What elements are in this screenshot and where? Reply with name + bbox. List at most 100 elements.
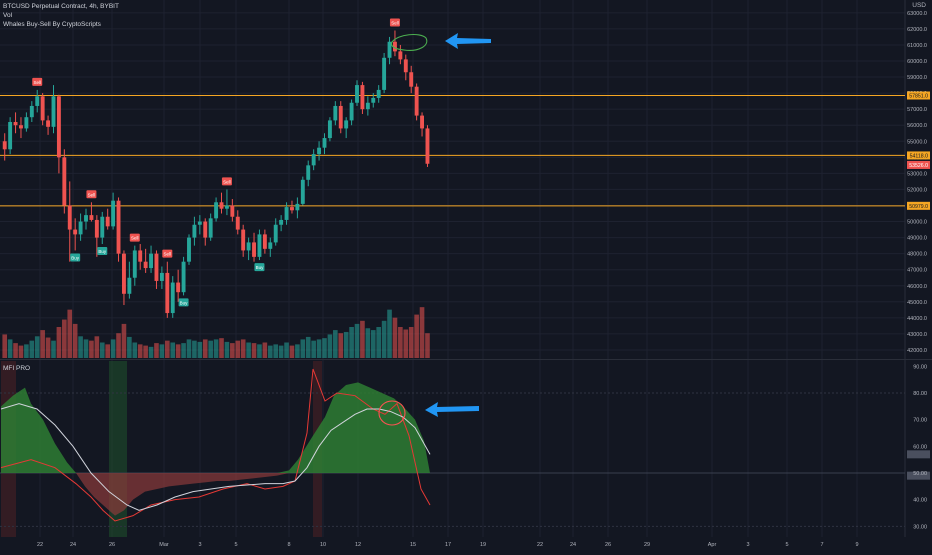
volume-bar: [181, 343, 186, 358]
candle-body: [398, 51, 403, 60]
volume-bar: [213, 339, 219, 358]
mfi-red-line: [0, 368, 431, 522]
volume-bar: [311, 340, 316, 358]
sell-signal: [32, 77, 43, 86]
candle-body: [262, 234, 267, 249]
volume-bar: [89, 340, 94, 358]
candlesticks: [2, 30, 430, 318]
candle-body: [121, 253, 126, 294]
volume-bar: [278, 345, 284, 358]
volume-bar: [251, 343, 257, 358]
volume-bar: [94, 336, 100, 358]
volume-bar: [154, 343, 159, 358]
candle-body: [214, 202, 219, 219]
candle-body: [300, 179, 305, 204]
volume-bar: [392, 317, 398, 358]
time-tick-label: 10: [320, 542, 326, 548]
time-tick-label: 26: [605, 542, 611, 548]
volume-bar: [230, 343, 235, 358]
volume-bar: [99, 342, 105, 358]
volume-bar: [202, 339, 208, 358]
candle-body: [176, 282, 181, 293]
price-tick-label: 61000.0: [907, 43, 927, 49]
volume-bar: [127, 336, 132, 358]
indicator-label[interactable]: Whales Buy-Sell By CryptoScripts: [3, 21, 101, 28]
candle-body: [116, 200, 121, 254]
candle-body: [73, 229, 78, 235]
volume-bar: [7, 339, 13, 358]
volume-bar: [121, 323, 127, 358]
volume-bar: [67, 309, 73, 358]
volume-bar: [419, 307, 425, 358]
price-tick-label: 55000.0: [907, 139, 927, 145]
mfi-tick-label: 90.00: [913, 364, 927, 370]
mfi-wave-green: [1, 382, 430, 473]
mfi-axis: 90.00 80.00 70.00 60.00 50.00 40.00 30.00: [913, 364, 927, 530]
candle-body: [241, 229, 246, 251]
volume-bar: [360, 320, 365, 358]
volume-bar: [322, 338, 327, 358]
candle-body: [197, 221, 202, 225]
mfi-pane: [0, 361, 930, 537]
chart-legend: BTCUSD Perpetual Contract, 4h, BYBIT Vol…: [3, 2, 119, 29]
volume-bar: [78, 336, 83, 358]
candle-body: [311, 154, 316, 166]
candle-body: [392, 41, 397, 52]
price-level-label: 54118.0: [910, 153, 928, 159]
price-level-label: 50979.0: [909, 204, 928, 210]
candle-body: [414, 86, 419, 116]
mfi-arrow: [425, 402, 479, 417]
price-tick-label: 56000.0: [907, 123, 927, 129]
candle-body: [360, 85, 365, 110]
candle-body: [355, 85, 359, 103]
candle-body: [159, 272, 164, 281]
volume-bar: [116, 333, 121, 358]
volume-bar: [45, 337, 51, 358]
price-tick-label: 44000.0: [907, 316, 927, 322]
symbol-title[interactable]: BTCUSD Perpetual Contract, 4h, BYBIT: [3, 3, 119, 10]
candle-body: [322, 138, 327, 148]
volume-bar: [300, 339, 306, 358]
volume-bar: [414, 314, 419, 358]
volume-bar: [29, 340, 35, 358]
volume-bars: [2, 307, 430, 358]
volume-bar: [338, 333, 344, 358]
signal-text: Sell: [131, 236, 139, 241]
volume-bar: [56, 327, 62, 358]
time-tick-label: 22: [37, 542, 43, 548]
volume-bar: [110, 339, 116, 358]
volume-bar: [284, 342, 289, 358]
volume-bar: [148, 346, 154, 358]
mfi-value-tag: [907, 450, 930, 459]
currency-label[interactable]: USD: [912, 2, 926, 9]
time-tick-label: 5: [785, 542, 788, 548]
candle-body: [257, 234, 262, 257]
vol-label[interactable]: Vol: [3, 12, 13, 19]
sell-signal: [129, 233, 140, 242]
time-tick-label: 9: [855, 542, 858, 548]
price-level-tag: [907, 151, 930, 160]
volume-bar: [175, 344, 181, 358]
signal-text: Sell: [391, 21, 399, 26]
mfi-pane-label[interactable]: MFI PRO: [3, 365, 31, 372]
candle-body: [46, 120, 51, 127]
volume-bar: [143, 345, 148, 358]
volume-bar: [170, 342, 176, 358]
volume-bar: [13, 343, 18, 358]
candle-body: [8, 122, 13, 150]
volume-bar: [398, 327, 403, 358]
candle-body: [56, 96, 61, 158]
time-tick-label: 17: [445, 542, 451, 548]
volume-bar: [425, 333, 430, 358]
candle-body: [279, 219, 284, 225]
level-lines: [0, 95, 905, 207]
candle-body: [382, 57, 387, 90]
candle-body: [246, 242, 251, 251]
candle-body: [273, 224, 278, 243]
signal-text: Buy: [71, 255, 80, 260]
candle-body: [224, 205, 229, 209]
candle-body: [268, 242, 273, 249]
candle-body: [105, 216, 110, 227]
